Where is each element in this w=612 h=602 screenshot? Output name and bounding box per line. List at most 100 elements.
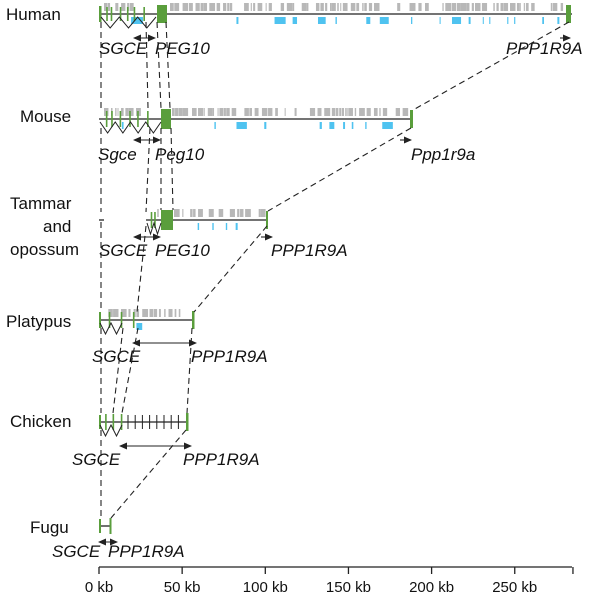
repeat-mouse-a-grey [121, 108, 124, 116]
gene-mark-platypus-sgce-exon [132, 312, 135, 328]
gene-block-platypus-ppp1r9a [192, 311, 195, 329]
repeat-tammar-a-grey [157, 209, 159, 217]
gene-block-chicken-ppp1r9a [186, 413, 189, 431]
dash-sgceend-platypus-chicken [112, 327, 124, 414]
dash-peg10end-human-mouse [165, 21, 171, 109]
dash-exon-platypus-chicken [121, 327, 139, 414]
gene-label-mouse-ppp1r9a: Ppp1r9a [411, 145, 475, 164]
repeat-tammar-b-grey [229, 209, 235, 217]
repeat-human-b-grey [244, 3, 249, 11]
repeat-human-b-grey [397, 3, 401, 11]
repeat-mouse-a-grey [117, 108, 119, 116]
species-label-tammar-line1: Tammar [10, 194, 72, 213]
repeat-human-b-grey [340, 3, 342, 11]
gene-mark-human-sgce-exon [106, 7, 108, 21]
repeat-tammar-b-blue [212, 223, 214, 230]
repeat-mouse-b-grey [317, 108, 322, 116]
repeat-human-a-grey [115, 3, 119, 11]
repeat-mouse-b-grey [217, 108, 219, 116]
splice-platypus-sgce [99, 321, 123, 336]
repeat-tammar-b-blue [235, 223, 238, 230]
repeat-human-b-grey [253, 3, 256, 11]
repeat-mouse-b-blue [319, 122, 322, 129]
repeat-mouse-b-grey [331, 108, 336, 116]
repeat-platypus-grey [174, 309, 177, 317]
gene-mark-tammar-sgce-exon [150, 212, 153, 228]
repeat-human-b-grey [280, 3, 285, 11]
repeat-platypus-grey [133, 309, 136, 317]
repeat-human-b-blue [292, 17, 298, 24]
repeat-mouse-b-grey [366, 108, 371, 116]
gene-block-tammar-peg10 [161, 210, 173, 230]
repeat-platypus-grey [121, 309, 127, 317]
gene-label-fugu-ppp1r9a: PPP1R9A [108, 542, 185, 561]
repeat-tammar-b-grey [240, 209, 244, 217]
gene-mark-chicken-sgce-exon [105, 414, 107, 430]
dash-sgceend-tammar-platypus [136, 225, 147, 313]
repeat-human-b-grey [481, 3, 488, 11]
repeat-human-b-grey [409, 3, 416, 11]
gene-label-platypus-ppp1r9a: PPP1R9A [191, 347, 268, 366]
species-label-human: Human [6, 5, 61, 24]
gene-mark-fugu-ppp1r9a [109, 518, 112, 534]
repeat-human-b-grey [471, 3, 474, 11]
dash-ppp1r9a-platypus-chicken [186, 327, 193, 414]
repeat-platypus-grey [168, 309, 173, 317]
splice-human-sgce [100, 16, 157, 29]
repeat-mouse-b-grey [223, 108, 226, 116]
gene-label-tammar-ppp1r9a: PPP1R9A [271, 241, 348, 260]
repeat-mouse-b-blue [264, 122, 267, 129]
repeat-mouse-b-grey [182, 108, 189, 116]
repeat-human-b-grey [466, 3, 470, 11]
repeat-mouse-b-grey [382, 108, 388, 116]
repeat-human-b-blue [557, 17, 560, 24]
repeat-mouse-b-grey [284, 108, 286, 116]
species-label-tammar-line3: opossum [10, 240, 79, 259]
repeat-mouse-b-grey [294, 108, 297, 116]
repeat-human-b-grey [516, 3, 520, 11]
repeat-human-b-blue [507, 17, 509, 24]
repeat-mouse-b-grey [226, 108, 230, 116]
repeat-human-b-grey [170, 3, 174, 11]
repeat-human-b-blue [439, 17, 441, 24]
repeat-human-b-grey [519, 3, 521, 11]
splice-mouse-sgce [99, 121, 162, 134]
gene-mark-mouse-sgce-exon [137, 111, 139, 127]
repeat-mouse-a-blue [121, 122, 124, 129]
repeat-human-a-blue [131, 17, 143, 24]
repeat-human-b-grey [456, 3, 461, 11]
repeat-platypus-grey [136, 309, 140, 317]
species-label-platypus: Platypus [6, 312, 71, 331]
repeat-mouse-b-grey [395, 108, 401, 116]
repeat-platypus-grey [158, 309, 161, 317]
repeat-mouse-b-grey [402, 108, 409, 116]
repeat-human-b-grey [500, 3, 504, 11]
repeat-human-b-grey [195, 3, 200, 11]
gene-block-mouse-ppp1r9a [410, 110, 413, 128]
gene-mark-platypus-sgce-exon [120, 312, 123, 328]
repeat-human-b-grey [174, 3, 180, 11]
splice-tammar-sgce [146, 221, 162, 236]
gene-mark-human-sgce-exon [126, 7, 129, 21]
gene-label-human-peg10: PEG10 [155, 39, 210, 58]
repeat-human-b-grey [342, 3, 348, 11]
repeat-human-b-grey [286, 3, 293, 11]
repeat-human-b-grey [425, 3, 429, 11]
repeat-mouse-a-grey [125, 108, 129, 116]
dash-peg10start-human-mouse [156, 21, 162, 109]
repeat-platypus-grey [178, 309, 181, 317]
repeat-human-b-grey [330, 3, 332, 11]
repeat-mouse-b-grey [207, 108, 213, 116]
repeat-tammar-b-grey [182, 209, 184, 217]
gene-label-tammar-peg10: PEG10 [155, 241, 210, 260]
repeat-tammar-b-grey [190, 209, 193, 217]
gene-block-human-ppp1r9a [566, 5, 571, 23]
repeat-mouse-b-grey [347, 108, 349, 116]
repeat-human-b-grey [531, 3, 535, 11]
gene-label-fugu-sgce: SGCE [52, 542, 101, 561]
gene-mark-chicken-sgce-exon [120, 414, 123, 430]
repeat-mouse-b-grey [249, 108, 252, 116]
gene-mark-mouse-sgce-exon [105, 111, 108, 127]
repeat-human-b-grey [268, 3, 272, 11]
